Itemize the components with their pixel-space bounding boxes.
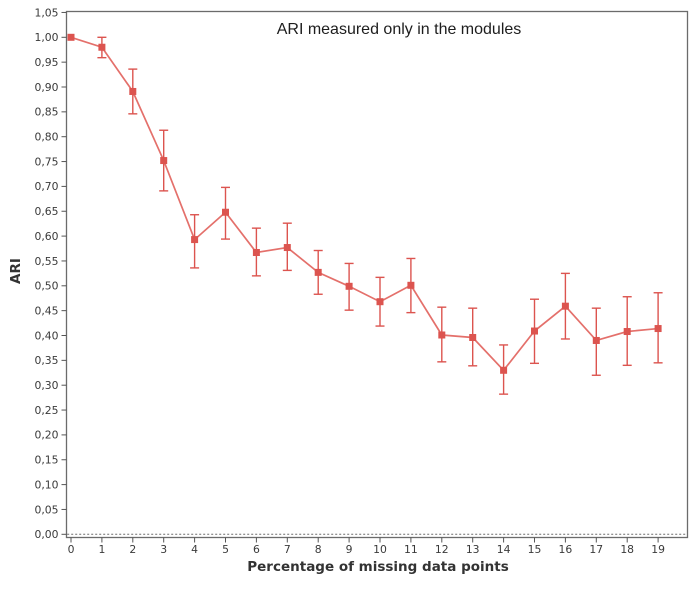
x-tick-label: 3 — [160, 543, 167, 556]
data-point-marker — [531, 327, 538, 335]
x-tick-label: 7 — [284, 543, 291, 556]
y-axis-label: ARI — [8, 258, 24, 284]
y-tick-label: 0,75 — [34, 155, 58, 168]
y-tick-label: 0,65 — [34, 205, 58, 218]
x-tick-label: 8 — [315, 543, 322, 556]
x-tick-label: 2 — [129, 543, 136, 556]
data-point-marker — [469, 333, 477, 341]
y-tick-label: 0,95 — [34, 56, 58, 69]
y-tick-label: 0,30 — [34, 379, 58, 392]
data-point-marker — [191, 236, 199, 244]
x-tick-label: 10 — [373, 543, 387, 556]
y-tick-label: 0,45 — [34, 304, 58, 317]
data-point-marker — [283, 244, 291, 252]
y-tick-label: 0,80 — [34, 131, 58, 144]
y-tick-label: 0,60 — [34, 230, 58, 243]
data-point-marker — [623, 328, 631, 336]
x-tick-label: 9 — [346, 543, 353, 556]
data-point-marker — [67, 33, 75, 41]
y-tick-label: 0,10 — [34, 478, 58, 491]
data-point-marker — [252, 249, 260, 257]
x-tick-label: 11 — [404, 543, 418, 556]
data-point-marker — [592, 336, 600, 344]
x-tick-label: 13 — [466, 543, 480, 556]
x-tick-label: 5 — [222, 543, 229, 556]
x-tick-label: 15 — [528, 543, 542, 556]
data-point-marker — [500, 366, 508, 374]
x-tick-label: 14 — [497, 543, 511, 556]
y-tick-label: 0,40 — [34, 329, 58, 342]
x-tick-label: 1 — [98, 543, 105, 556]
data-point-marker — [561, 302, 569, 310]
y-tick-label: 0,25 — [34, 404, 58, 417]
chart-title: ARI measured only in the modules — [276, 21, 522, 38]
data-point-marker — [345, 282, 353, 290]
x-tick-label: 19 — [651, 543, 665, 556]
x-tick-label: 12 — [435, 543, 449, 556]
x-tick-label: 6 — [253, 543, 260, 556]
series-line — [70, 36, 659, 372]
y-tick-label: 0,35 — [34, 354, 58, 367]
y-tick-label: 0,70 — [34, 180, 58, 193]
data-point-marker — [98, 43, 106, 51]
x-tick-label: 17 — [589, 543, 603, 556]
y-tick-label: 1,05 — [34, 6, 58, 19]
data-point-marker — [407, 281, 415, 289]
x-tick-label: 16 — [559, 543, 573, 556]
data-point-marker — [376, 298, 384, 306]
y-tick-label: 0,20 — [34, 429, 58, 442]
data-point-marker — [654, 325, 662, 333]
x-axis-label: Percentage of missing data points — [247, 559, 509, 575]
x-tick-label: 18 — [620, 543, 634, 556]
y-tick-label: 1,00 — [34, 31, 58, 44]
y-tick-label: 0,15 — [34, 454, 58, 467]
x-tick-label: 4 — [191, 543, 198, 556]
data-point-marker — [314, 268, 322, 276]
y-tick-label: 0,85 — [34, 106, 58, 119]
data-point-marker — [129, 87, 137, 95]
data-point-marker — [438, 331, 446, 339]
y-tick-label: 0,05 — [34, 503, 58, 516]
y-tick-label: 0,50 — [34, 280, 58, 293]
y-tick-label: 0,55 — [34, 255, 58, 268]
y-tick-label: 0,00 — [34, 528, 58, 541]
data-point-marker — [222, 208, 229, 216]
y-tick-label: 0,90 — [34, 81, 58, 94]
plot-frame — [65, 10, 689, 539]
data-point-marker — [160, 157, 168, 165]
x-tick-label: 0 — [68, 543, 75, 556]
